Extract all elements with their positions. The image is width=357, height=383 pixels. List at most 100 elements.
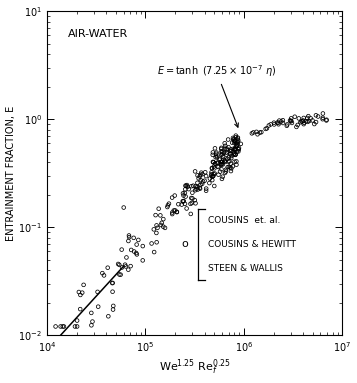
Point — [214, 160, 220, 166]
Point — [123, 264, 129, 270]
Point — [115, 261, 121, 267]
Point — [116, 262, 122, 268]
Point — [232, 152, 238, 158]
Point — [212, 161, 218, 167]
Point — [231, 139, 237, 146]
Point — [140, 243, 146, 249]
Point — [228, 165, 234, 172]
Point — [60, 323, 66, 329]
Point — [324, 117, 330, 123]
Point — [275, 119, 280, 126]
Point — [200, 171, 205, 177]
Point — [300, 118, 306, 124]
Point — [188, 183, 194, 189]
Point — [236, 148, 241, 154]
Point — [225, 136, 231, 142]
Point — [151, 249, 157, 255]
Point — [233, 134, 238, 140]
Point — [301, 119, 307, 126]
Text: AIR-WATER: AIR-WATER — [68, 29, 128, 39]
Point — [258, 129, 264, 135]
Point — [234, 149, 240, 155]
Point — [266, 123, 272, 129]
Point — [128, 247, 134, 253]
Point — [263, 126, 268, 132]
Point — [184, 205, 190, 211]
Point — [195, 180, 200, 186]
Point — [183, 193, 188, 200]
Point — [119, 247, 125, 253]
Point — [220, 173, 226, 180]
Point — [223, 169, 229, 175]
Point — [188, 201, 193, 207]
Point — [134, 250, 139, 256]
Point — [219, 176, 225, 182]
Point — [227, 151, 233, 157]
Point — [232, 145, 238, 151]
Point — [228, 148, 234, 154]
Point — [210, 173, 216, 179]
Point — [181, 192, 186, 198]
Point — [61, 323, 67, 329]
Point — [195, 172, 200, 178]
Point — [74, 318, 80, 324]
Point — [285, 121, 290, 128]
Point — [300, 118, 305, 124]
Point — [134, 251, 140, 257]
Point — [235, 137, 241, 144]
Point — [208, 169, 214, 175]
Text: COUSINS & HEWITT: COUSINS & HEWITT — [208, 240, 296, 249]
Point — [202, 169, 208, 175]
Point — [190, 195, 195, 201]
Point — [233, 144, 238, 150]
Point — [216, 172, 221, 178]
Point — [249, 130, 255, 136]
Text: o: o — [181, 239, 188, 249]
Point — [81, 282, 86, 288]
Point — [292, 114, 298, 120]
Point — [320, 116, 326, 122]
Point — [218, 145, 224, 151]
Point — [311, 121, 317, 127]
Point — [221, 150, 227, 156]
Point — [90, 319, 95, 325]
Point — [154, 239, 160, 246]
Point — [227, 158, 232, 164]
Point — [197, 186, 203, 192]
Point — [238, 141, 244, 147]
Point — [151, 226, 157, 232]
Point — [185, 183, 191, 190]
Point — [208, 172, 214, 178]
Point — [203, 188, 209, 194]
Point — [233, 162, 239, 168]
Point — [218, 146, 224, 152]
Point — [253, 129, 259, 135]
Point — [320, 115, 326, 121]
Point — [217, 169, 223, 175]
Point — [149, 241, 155, 247]
Point — [232, 138, 238, 144]
Point — [222, 143, 228, 149]
Point — [222, 146, 228, 152]
Point — [218, 159, 223, 165]
Point — [220, 154, 226, 160]
Point — [154, 230, 159, 236]
Point — [229, 153, 235, 159]
Point — [53, 323, 59, 329]
Point — [215, 164, 221, 170]
Point — [235, 139, 241, 145]
Point — [306, 113, 311, 119]
Point — [77, 306, 83, 312]
Point — [230, 163, 236, 169]
Point — [289, 120, 295, 126]
Point — [222, 140, 227, 146]
Y-axis label: ENTRAINMENT FRACTION, E: ENTRAINMENT FRACTION, E — [6, 106, 16, 241]
Point — [232, 138, 238, 144]
Point — [131, 249, 137, 255]
Point — [231, 151, 237, 157]
Point — [197, 185, 203, 191]
Point — [74, 323, 80, 329]
Point — [181, 198, 186, 205]
Point — [217, 157, 222, 163]
Point — [235, 141, 240, 147]
